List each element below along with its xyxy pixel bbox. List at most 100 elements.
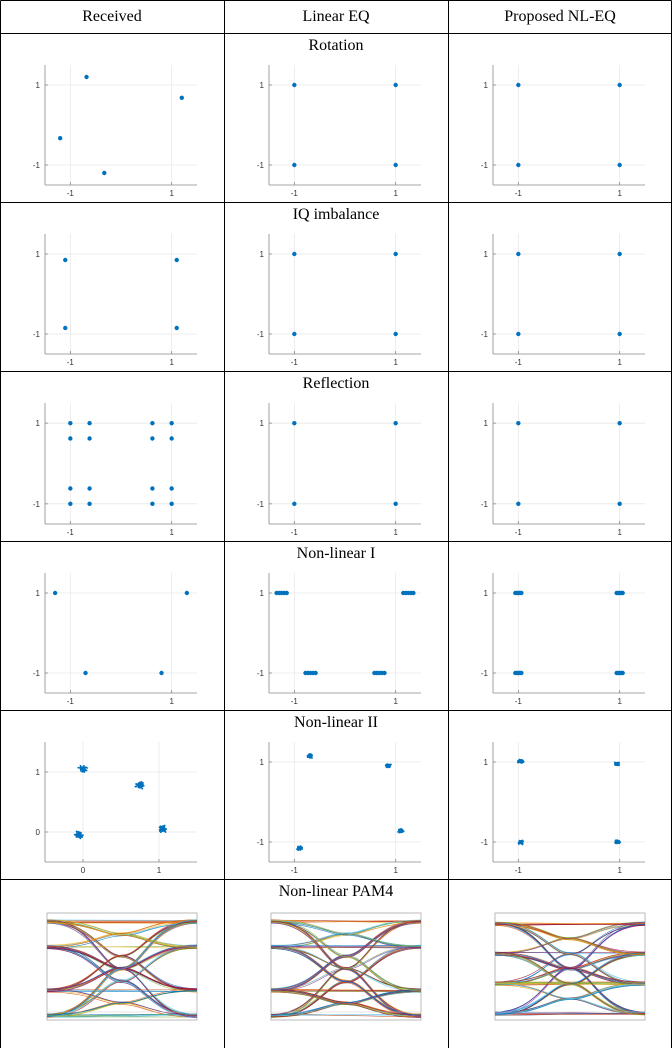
eye-trace [270, 921, 422, 947]
x-tick-label: -1 [515, 189, 523, 198]
eye-trace [46, 947, 198, 990]
data-point [617, 331, 622, 337]
data-point [516, 82, 521, 88]
eye-trace [270, 946, 422, 1018]
eye-trace [46, 945, 198, 948]
x-tick-label: 1 [617, 697, 622, 706]
data-point [387, 765, 390, 768]
data-point [102, 170, 107, 176]
y-tick-label: -1 [33, 669, 41, 678]
data-point [160, 826, 163, 828]
panel [46, 912, 198, 1021]
data-point [393, 501, 398, 507]
data-point [79, 836, 82, 839]
data-point [296, 848, 298, 851]
y-tick-label: 1 [36, 589, 41, 598]
row-title: Reflection [303, 375, 370, 392]
eye-trace [46, 946, 198, 990]
eye-trace [46, 922, 198, 947]
x-tick-label: -1 [515, 528, 523, 537]
eye-trace [494, 923, 646, 985]
data-point [174, 325, 179, 331]
eye-trace [270, 988, 422, 1016]
y-tick-label: 1 [484, 589, 489, 598]
eye-trace [270, 921, 422, 993]
y-tick-label: 1 [260, 758, 265, 767]
eye-trace [270, 991, 422, 1018]
panel: -1 1 1 -1 [481, 234, 645, 367]
eye-trace [46, 919, 198, 948]
data-point [139, 783, 141, 785]
data-point [52, 590, 58, 596]
data-point [73, 833, 76, 836]
x-tick-label: -1 [67, 189, 75, 198]
y-tick-label: 1 [260, 419, 265, 428]
y-tick-label: -1 [481, 669, 489, 678]
eye-frame [494, 912, 646, 1021]
data-point [393, 162, 398, 168]
data-point [83, 670, 88, 676]
y-tick-label: -1 [33, 330, 41, 339]
y-tick-label: -1 [481, 838, 489, 847]
row-title: Non-linear I [297, 545, 376, 562]
data-point [82, 766, 84, 769]
x-tick-label: 0 [81, 866, 86, 875]
eye-trace [46, 922, 198, 1018]
data-point [516, 162, 521, 168]
data-point [617, 162, 622, 168]
data-point [150, 501, 155, 507]
panel [270, 912, 422, 1021]
eye-trace [270, 988, 422, 992]
eye-trace [270, 922, 422, 1017]
x-tick-label: -1 [291, 866, 299, 875]
data-point [617, 420, 622, 426]
eye-trace [270, 922, 422, 948]
data-point [87, 420, 92, 426]
data-point [159, 670, 164, 676]
data-point [140, 783, 143, 786]
data-point [617, 251, 622, 257]
data-point [160, 830, 163, 832]
data-point [68, 436, 73, 441]
panel: -1 1 1 -1 [257, 403, 421, 537]
eye-trace [494, 954, 646, 984]
y-tick-label: -1 [481, 161, 489, 170]
data-point [399, 829, 402, 832]
data-point [382, 670, 387, 676]
eye-trace [46, 946, 198, 1017]
eye-trace [494, 952, 646, 1016]
data-point [292, 82, 297, 88]
x-tick-label: 1 [393, 358, 398, 367]
data-point [620, 590, 625, 596]
y-tick-label: -1 [257, 500, 265, 509]
data-point [142, 781, 144, 784]
eye-trace [494, 922, 646, 925]
panel: -1 1 1 -1 [33, 234, 197, 367]
x-tick-label: -1 [515, 358, 523, 367]
eye-trace [46, 945, 198, 949]
y-tick-label: 0 [36, 828, 41, 837]
row-non-linear-ii: Non-linear II 0 1 1 0 -1 1 1 -1 -1 1 1 -1 [36, 714, 645, 875]
eye-trace [46, 919, 198, 1018]
eye-trace [270, 946, 422, 990]
x-tick-label: -1 [291, 697, 299, 706]
data-point [516, 251, 521, 257]
x-tick-label: 1 [393, 697, 398, 706]
data-point [150, 486, 155, 491]
data-point [140, 785, 143, 788]
data-point [164, 831, 167, 833]
row-title: Rotation [308, 37, 363, 54]
eye-trace [46, 922, 198, 948]
x-tick-label: -1 [291, 358, 299, 367]
y-tick-label: -1 [257, 838, 265, 847]
eye-frame [46, 912, 198, 1021]
eye-trace [46, 921, 198, 991]
y-tick-label: 1 [36, 81, 41, 90]
y-tick-label: -1 [257, 161, 265, 170]
data-point [393, 82, 398, 88]
data-point [613, 761, 616, 764]
eye-trace [494, 921, 646, 1013]
data-point [86, 767, 88, 769]
y-tick-label: 1 [36, 419, 41, 428]
